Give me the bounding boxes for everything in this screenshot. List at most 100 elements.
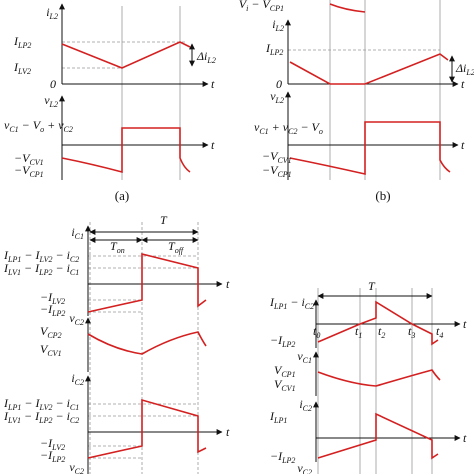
label: VCP1 xyxy=(274,363,296,379)
label-sub: 1 xyxy=(358,331,362,340)
label: vC1 − Vo + vC2 xyxy=(4,118,73,134)
label-main: t xyxy=(211,77,215,91)
label-sub: CV1 xyxy=(277,156,291,165)
label: Ton xyxy=(110,239,125,255)
label: VCP2 xyxy=(40,324,62,340)
label: −ILV2 xyxy=(40,436,65,452)
label-sub: LP2 xyxy=(281,456,295,465)
label-main: T xyxy=(168,239,176,253)
label-sub: LP2 xyxy=(38,268,52,277)
label: t1 xyxy=(355,324,362,340)
label: ILP1 − ILV2 − iC1 xyxy=(3,396,79,412)
label: iL2 xyxy=(46,5,58,21)
label: t3 xyxy=(408,324,415,340)
label-main: I xyxy=(13,34,19,48)
label-sub: C2 xyxy=(64,125,73,134)
label: −VCP1 xyxy=(262,163,292,179)
label-sub: C2 xyxy=(75,467,84,474)
label: t xyxy=(226,277,230,291)
label: t2 xyxy=(378,324,385,340)
label: VCV1 xyxy=(274,377,296,393)
label: vL2 xyxy=(270,89,284,105)
label-sub: C2 xyxy=(303,468,312,474)
level-lines xyxy=(88,255,198,459)
guide-lines xyxy=(329,0,441,180)
label-main: − V xyxy=(19,118,42,132)
label-sub: LP2 xyxy=(38,416,52,425)
panel-c xyxy=(85,222,223,474)
label-main: v xyxy=(69,311,75,325)
label-sub: C1 xyxy=(9,125,18,134)
label-sub: C1 xyxy=(70,268,79,277)
label-sub: LV2 xyxy=(51,443,65,452)
label: t4 xyxy=(436,324,443,340)
label-main: v xyxy=(44,93,50,107)
label: ILP1 − ILV2 − iC2 xyxy=(3,248,79,264)
label-sub: LP1 xyxy=(273,302,287,311)
panel-b xyxy=(285,0,459,180)
label-main: − V xyxy=(248,0,271,11)
label-main: I xyxy=(269,295,275,309)
label-main: I xyxy=(3,409,9,423)
label-main: i xyxy=(299,397,302,411)
label-sub: LP1 xyxy=(7,255,21,264)
label-main: V xyxy=(274,377,283,391)
label: vC1 xyxy=(297,349,312,365)
label-sub: L2 xyxy=(465,68,474,77)
guide-lines xyxy=(89,222,199,474)
label-main: −I xyxy=(40,436,53,450)
label-sub: LV1 xyxy=(7,416,21,425)
label-main: i xyxy=(71,225,74,239)
label: ILP1 − iC2 xyxy=(269,295,314,311)
label-main: t xyxy=(408,324,412,338)
label-sub: LP2 xyxy=(17,41,31,50)
label-sub: i xyxy=(246,4,248,13)
label-main: i xyxy=(71,371,74,385)
voltage-wave xyxy=(87,331,207,355)
current-wave xyxy=(317,412,439,460)
label: −ILP2 xyxy=(40,302,65,318)
current-wave xyxy=(87,398,207,459)
label: ILP1 xyxy=(269,409,287,425)
label-sub: LP2 xyxy=(51,309,65,318)
label: iC2 xyxy=(71,371,84,387)
label: vC2 xyxy=(69,311,84,327)
label: VCV1 xyxy=(40,342,62,358)
panel-d xyxy=(313,288,461,474)
label: T xyxy=(368,279,376,293)
label-main: −I xyxy=(40,290,53,304)
label-main: T xyxy=(110,239,118,253)
label-sub: LP1 xyxy=(273,416,287,425)
label-main: t xyxy=(313,324,317,338)
label-main: v xyxy=(270,89,276,103)
label-main: t xyxy=(436,324,440,338)
label-main: + v xyxy=(44,118,64,132)
label-sub: L2 xyxy=(49,100,58,109)
label-main: t xyxy=(461,77,465,91)
label-main: − I xyxy=(21,261,40,275)
label: t xyxy=(461,77,465,91)
label: Toff xyxy=(168,239,185,255)
label-sub: on xyxy=(117,246,125,255)
label-main: − i xyxy=(52,261,69,275)
label-main: T xyxy=(160,213,168,227)
label-sub: C2 xyxy=(70,255,79,264)
label: −ILV2 xyxy=(40,290,65,306)
caption: (b) xyxy=(375,188,390,203)
label: t xyxy=(461,138,465,152)
label-sub: LP2 xyxy=(281,340,295,349)
label-main: V xyxy=(40,324,49,338)
label-sub: 0 xyxy=(316,331,320,340)
label-main: −I xyxy=(40,302,53,316)
label: t xyxy=(463,317,467,331)
label-main: t xyxy=(211,138,215,152)
label-sub: off xyxy=(175,246,185,255)
voltage-wave xyxy=(289,121,451,175)
label-main: Δi xyxy=(455,61,466,75)
label-main: t xyxy=(355,324,359,338)
label-main: − i xyxy=(287,295,304,309)
label-sub: 2 xyxy=(381,331,385,340)
label-main: −I xyxy=(270,449,283,463)
label-sub: LP2 xyxy=(269,48,283,57)
label-sub: LP2 xyxy=(51,455,65,464)
